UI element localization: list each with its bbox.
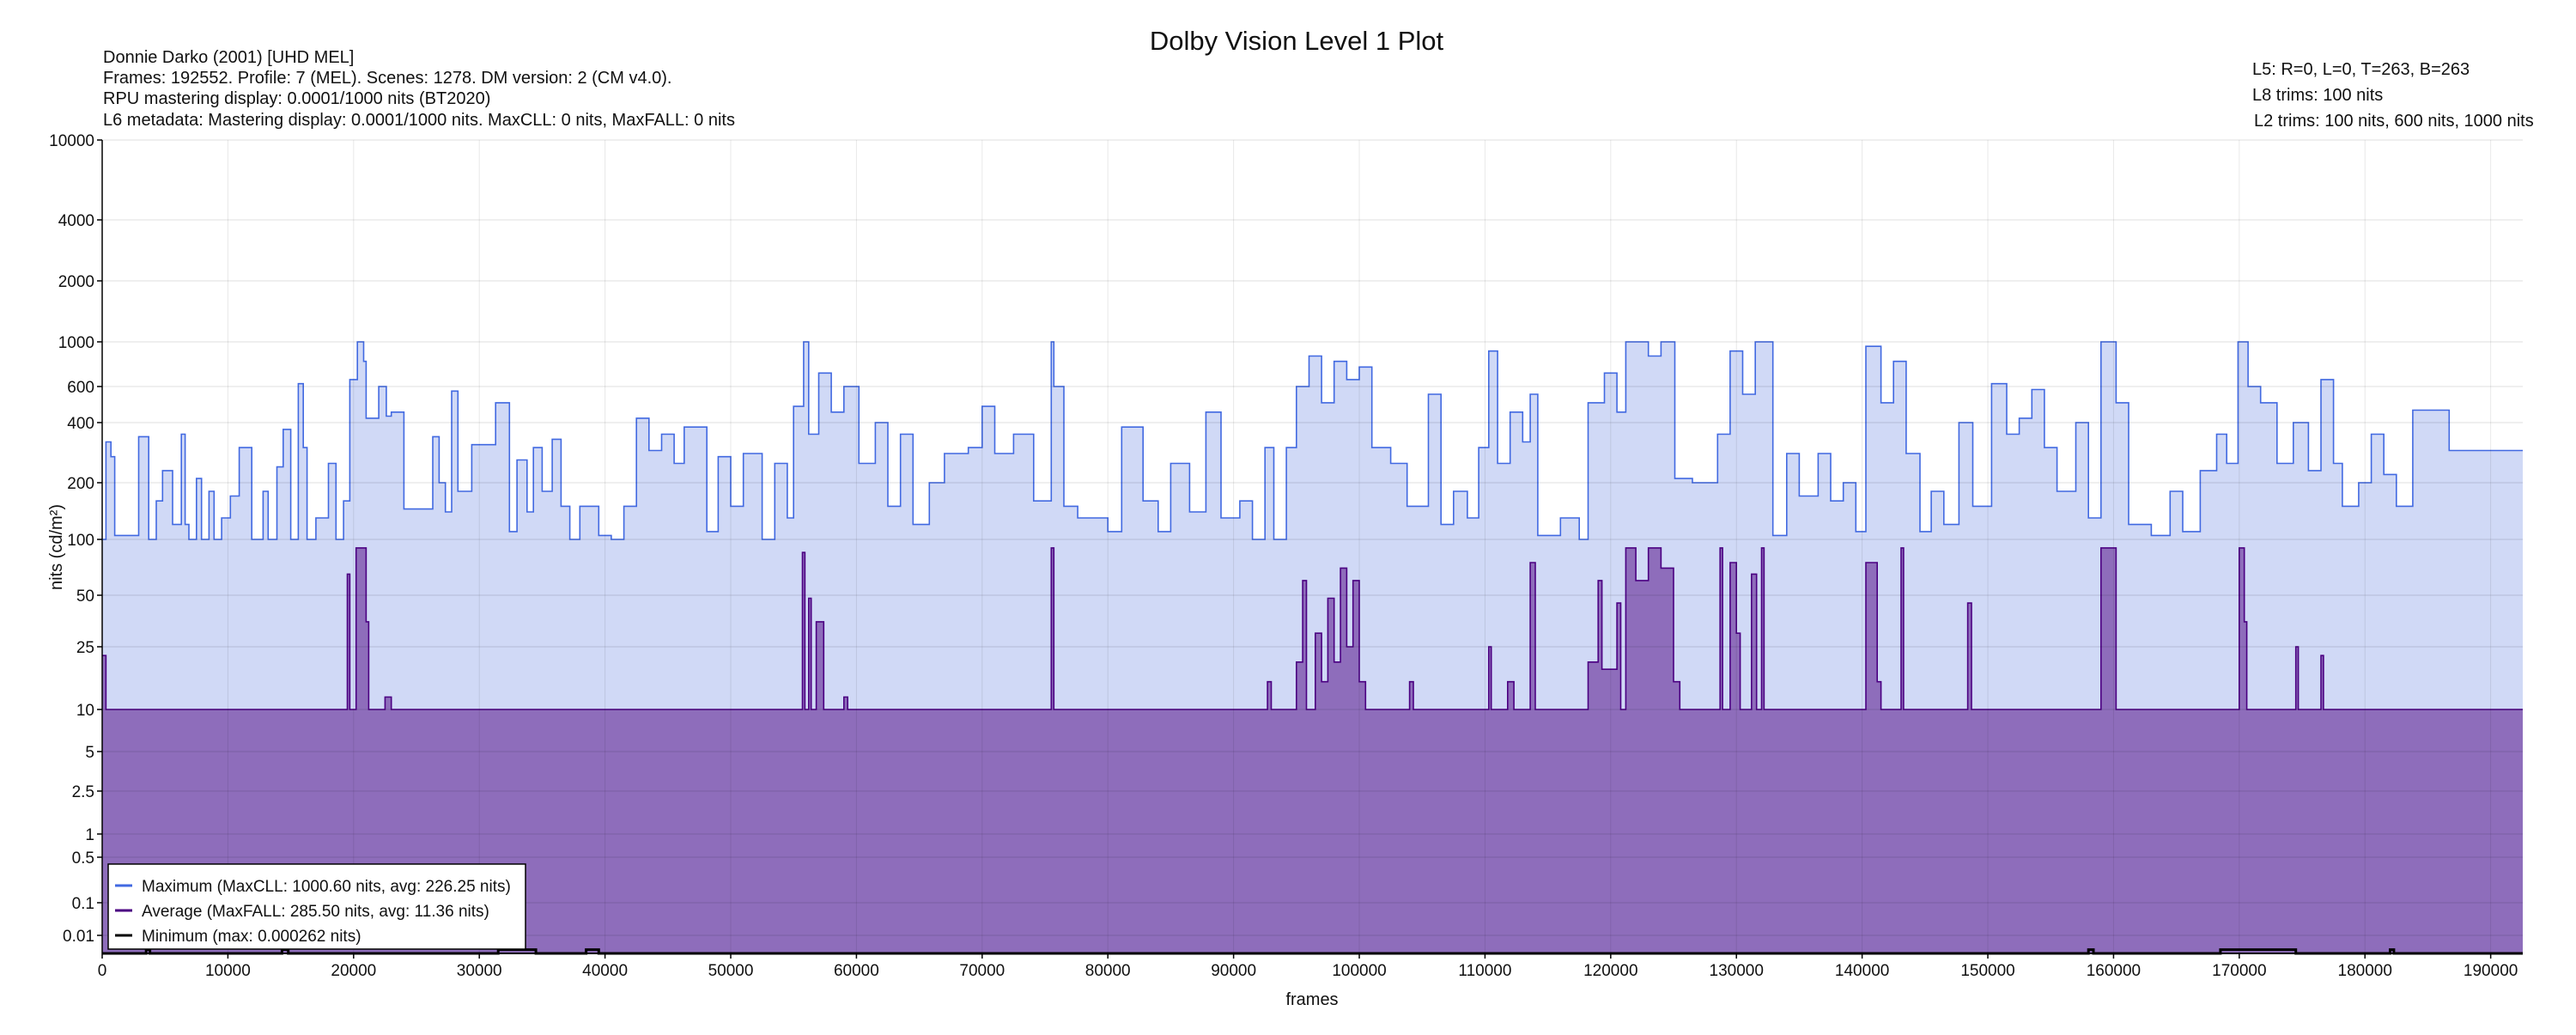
y-tick-label: 0.1	[72, 895, 94, 913]
y-tick-label: 0.5	[72, 849, 94, 868]
legend-label-average: Average (MaxFALL: 285.50 nits, avg: 11.3…	[142, 903, 489, 921]
y-tick-label: 100	[67, 532, 94, 550]
y-tick-label: 10000	[49, 132, 94, 150]
series-line-maximum	[102, 341, 2523, 540]
info-left-line: L6 metadata: Mastering display: 0.0001/1…	[103, 111, 735, 130]
y-tick-label: 2.5	[72, 783, 94, 801]
series-fill-average	[102, 547, 2523, 953]
legend-label-maximum: Maximum (MaxCLL: 1000.60 nits, avg: 226.…	[142, 878, 511, 896]
y-tick-label: 1000	[58, 334, 94, 352]
legend-label-minimum: Minimum (max: 0.000262 nits)	[142, 928, 361, 946]
y-tick-label: 400	[67, 415, 94, 433]
y-tick-label: 10	[76, 702, 94, 720]
axes: 0 10000 20000 30000 40000 50000 60000 70000 8000…	[49, 132, 2523, 980]
info-left-line: RPU mastering display: 0.0001/1000 nits …	[103, 89, 490, 108]
x-tick-label: 150000	[1960, 962, 2014, 980]
info-left-line: Donnie Darko (2001) [UHD MEL]	[103, 48, 354, 67]
info-right: L5: R=0, L=0, T=263, B=263 L8 trims: 100…	[2252, 60, 2534, 131]
x-tick-label: 70000	[959, 962, 1005, 980]
x-tick-label: 140000	[1835, 962, 1889, 980]
x-tick-label: 180000	[2338, 962, 2392, 980]
info-right-line: L8 trims: 100 nits	[2252, 86, 2383, 105]
info-right-line: L2 trims: 100 nits, 600 nits, 1000 nits	[2254, 112, 2534, 131]
y-tick-label: 50	[76, 588, 94, 606]
y-tick-label: 5	[85, 744, 94, 762]
y-tick-label: 200	[67, 475, 94, 493]
y-tick-label: 4000	[58, 212, 94, 230]
chart-title: Dolby Vision Level 1 Plot	[1150, 26, 1444, 56]
x-tick-label: 30000	[457, 962, 502, 980]
info-left: Donnie Darko (2001) [UHD MEL] Frames: 19…	[103, 48, 735, 130]
x-tick-label: 160000	[2087, 962, 2141, 980]
y-tick-label: 25	[76, 639, 94, 657]
y-tick-label: 2000	[58, 273, 94, 291]
x-tick-label: 0	[98, 962, 107, 980]
y-tick-label: 1	[85, 826, 94, 844]
plot-area	[102, 341, 2523, 955]
x-tick-label: 90000	[1211, 962, 1256, 980]
x-tick-label: 120000	[1583, 962, 1637, 980]
series-line-average	[102, 547, 2523, 710]
info-right-line: L5: R=0, L=0, T=263, B=263	[2252, 60, 2470, 79]
x-tick-label: 80000	[1085, 962, 1131, 980]
x-tick-label: 190000	[2464, 962, 2518, 980]
y-tick-label: 0.01	[63, 928, 94, 946]
info-left-line: Frames: 192552. Profile: 7 (MEL). Scenes…	[103, 69, 671, 88]
x-tick-label: 40000	[582, 962, 628, 980]
x-axis-label: frames	[1285, 990, 1338, 1009]
x-tick-label: 130000	[1710, 962, 1764, 980]
x-tick-label: 10000	[205, 962, 251, 980]
x-tick-label: 20000	[331, 962, 376, 980]
x-tick-label: 110000	[1458, 962, 1511, 980]
x-tick-label: 60000	[834, 962, 879, 980]
legend-box	[107, 863, 526, 950]
legend: Maximum (MaxCLL: 1000.60 nits, avg: 226.…	[107, 863, 526, 950]
y-axis-label: nits (cd/m²)	[47, 504, 66, 590]
x-tick-label: 100000	[1332, 962, 1386, 980]
x-tick-label: 170000	[2212, 962, 2266, 980]
x-tick-label: 50000	[708, 962, 754, 980]
y-tick-label: 600	[67, 379, 94, 397]
